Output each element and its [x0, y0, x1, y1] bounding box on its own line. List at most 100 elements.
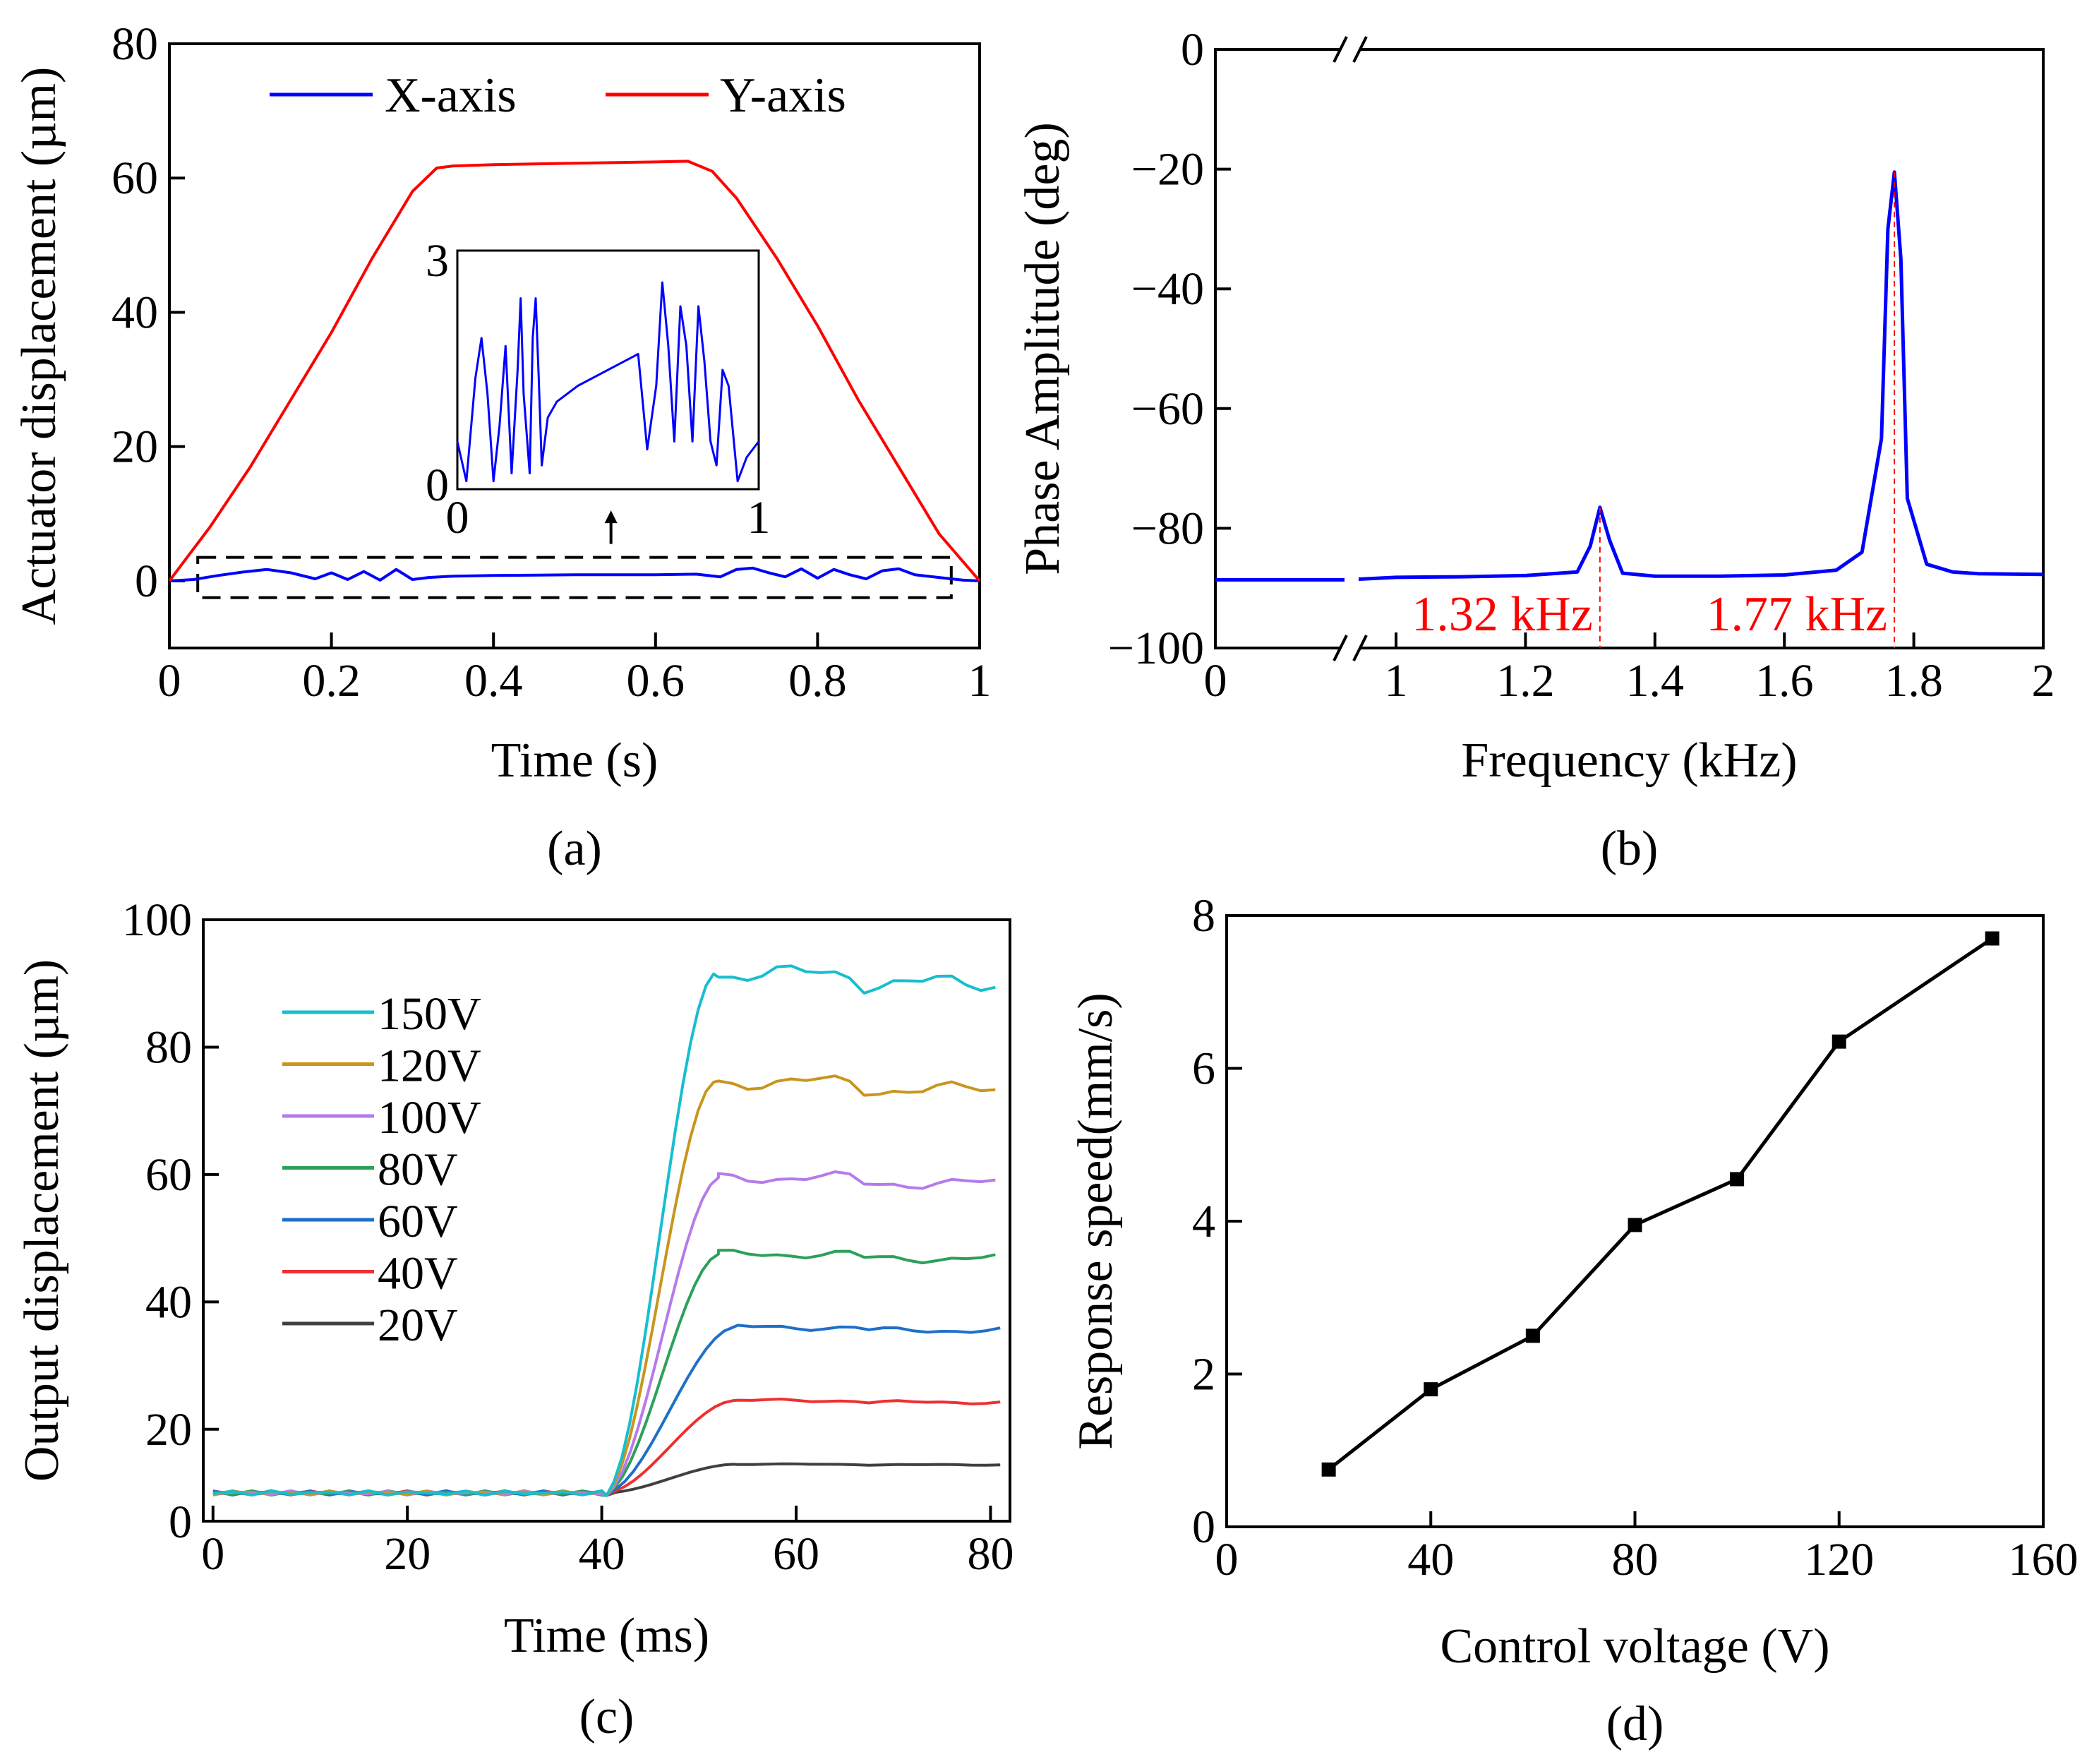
series-X-axis — [169, 566, 980, 582]
inset-x-tick-label: 1 — [747, 492, 771, 544]
axis-break-gap — [1341, 44, 1359, 55]
x-tick-label: 0.4 — [464, 655, 523, 707]
legend-label-150V: 150V — [378, 988, 481, 1040]
x-axis-label: Frequency (kHz) — [1461, 733, 1797, 788]
y-tick-label: 80 — [112, 18, 158, 70]
x-axis-label: Time (s) — [491, 733, 658, 788]
y-tick-label: −100 — [1108, 623, 1204, 674]
panel-caption: (b) — [1601, 822, 1659, 876]
x-tick-label: 80 — [1612, 1534, 1659, 1585]
y-tick-label: −40 — [1131, 263, 1204, 315]
x-tick-label: 160 — [2009, 1534, 2079, 1585]
y-tick-label: −80 — [1131, 503, 1204, 554]
y-tick-label: 40 — [145, 1276, 192, 1328]
inset-series — [456, 281, 760, 483]
panel-d: 0 40 80 120 160 0 2 4 6 8 Control voltage (V) Respo… — [1069, 890, 2079, 1751]
y-tick-label: 0 — [1181, 24, 1204, 76]
series-40V — [212, 1398, 1001, 1497]
y-tick-label: 0 — [1192, 1501, 1215, 1553]
inset-y-tick-label: 3 — [426, 235, 449, 287]
y-tick-label: 2 — [1192, 1349, 1215, 1400]
y-tick-label: 0 — [169, 1496, 192, 1548]
y-tick-label: 20 — [112, 421, 158, 473]
legend-label-y: Y-axis — [720, 68, 846, 123]
peak-label-2: 1.77 kHz — [1706, 587, 1887, 642]
inset-y-tick-label: 0 — [426, 460, 449, 511]
y-tick-label: 60 — [112, 152, 158, 204]
y-tick-label: −20 — [1131, 144, 1204, 196]
panel-c: 0 20 40 60 80 20 40 60 80 100 0 Time (ms) Output dis… — [15, 894, 1014, 1744]
x-tick-label: 0 — [158, 655, 181, 707]
series-phase — [1358, 170, 2044, 581]
data-point — [1730, 1172, 1745, 1187]
x-tick-label: 40 — [1407, 1534, 1454, 1585]
axes-frame — [202, 918, 1011, 1523]
legend-label-80V: 80V — [378, 1144, 458, 1196]
data-point — [1985, 931, 1999, 946]
x-axis-label: Time (ms) — [504, 1609, 709, 1663]
x-tick-label: 1.8 — [1884, 655, 1943, 707]
y-axis-label: Actuator displacement (µm) — [12, 67, 66, 625]
x-tick-label: 1.4 — [1626, 655, 1685, 707]
y-tick-label: 80 — [145, 1021, 192, 1073]
y-tick-label: 4 — [1192, 1196, 1215, 1247]
x-tick-label: 20 — [384, 1528, 431, 1580]
peak-label-1: 1.32 kHz — [1412, 587, 1593, 642]
y-tick-label: 6 — [1192, 1043, 1215, 1095]
y-axis-label: Response speed(mm/s) — [1069, 992, 1123, 1449]
inset-x-tick-label: 0 — [446, 492, 469, 544]
axis-break-gap — [1341, 642, 1359, 654]
panel-caption: (c) — [579, 1690, 634, 1744]
panel-b: 0 1 1.2 1.4 1.6 1.8 2 0 −20 −40 −60 −80 −100 Frequenc… — [1016, 24, 2055, 876]
x-tick-label: 40 — [579, 1528, 625, 1580]
y-axis-label: Output displacement (µm) — [15, 959, 69, 1482]
axes-frame — [1214, 48, 2045, 649]
inset: 0 1 0 3 — [426, 235, 771, 544]
legend-label-x: X-axis — [385, 68, 517, 123]
y-axis-label: Phase Amplitude (deg) — [1016, 122, 1070, 575]
y-tick-label: 0 — [135, 556, 158, 607]
series-100V — [212, 1170, 996, 1497]
panel-caption: (a) — [547, 822, 602, 876]
y-tick-label: 20 — [145, 1404, 192, 1456]
axis-break-mark — [1333, 36, 1348, 63]
x-tick-label: 1 — [1385, 655, 1408, 707]
x-tick-label: 1.2 — [1496, 655, 1555, 707]
legend-label-40V: 40V — [378, 1248, 458, 1300]
x-tick-label: 0.2 — [302, 655, 361, 707]
x-tick-label: 2 — [2032, 655, 2055, 707]
x-tick-label: 80 — [967, 1528, 1014, 1580]
series-150V — [212, 964, 996, 1497]
series-60V — [212, 1324, 1001, 1497]
data-point — [1321, 1462, 1336, 1477]
series-Y-axis — [168, 160, 981, 582]
x-tick-label: 120 — [1804, 1534, 1874, 1585]
data-point — [1628, 1218, 1642, 1232]
y-tick-label: 8 — [1192, 890, 1215, 942]
legend-label-120V: 120V — [378, 1040, 481, 1092]
x-axis-label: Control voltage (V) — [1440, 1619, 1829, 1674]
data-point — [1525, 1328, 1540, 1343]
x-tick-label: 0 — [201, 1528, 224, 1580]
panel-caption: (d) — [1606, 1697, 1664, 1751]
zoom-arrow-head — [604, 510, 618, 524]
x-tick-label: 1 — [968, 655, 992, 707]
legend: X-axis Y-axis — [270, 68, 846, 123]
series-80V — [212, 1249, 996, 1497]
x-tick-label: 0 — [1215, 1534, 1239, 1585]
legend-label-20V: 20V — [378, 1300, 458, 1351]
series-120V — [212, 1074, 996, 1497]
axis-break-mark — [1352, 36, 1368, 63]
x-tick-label: 1.6 — [1755, 655, 1814, 707]
y-tick-label: 40 — [112, 287, 158, 338]
axis-break-mark — [1333, 635, 1348, 661]
x-tick-label: 60 — [773, 1528, 819, 1580]
x-tick-label: 0.8 — [788, 655, 847, 707]
data-point — [1832, 1034, 1846, 1049]
x-tick-label: 0.6 — [627, 655, 685, 707]
legend-label-100V: 100V — [378, 1092, 481, 1144]
legend-label-60V: 60V — [378, 1196, 458, 1247]
data-point — [1424, 1382, 1438, 1397]
